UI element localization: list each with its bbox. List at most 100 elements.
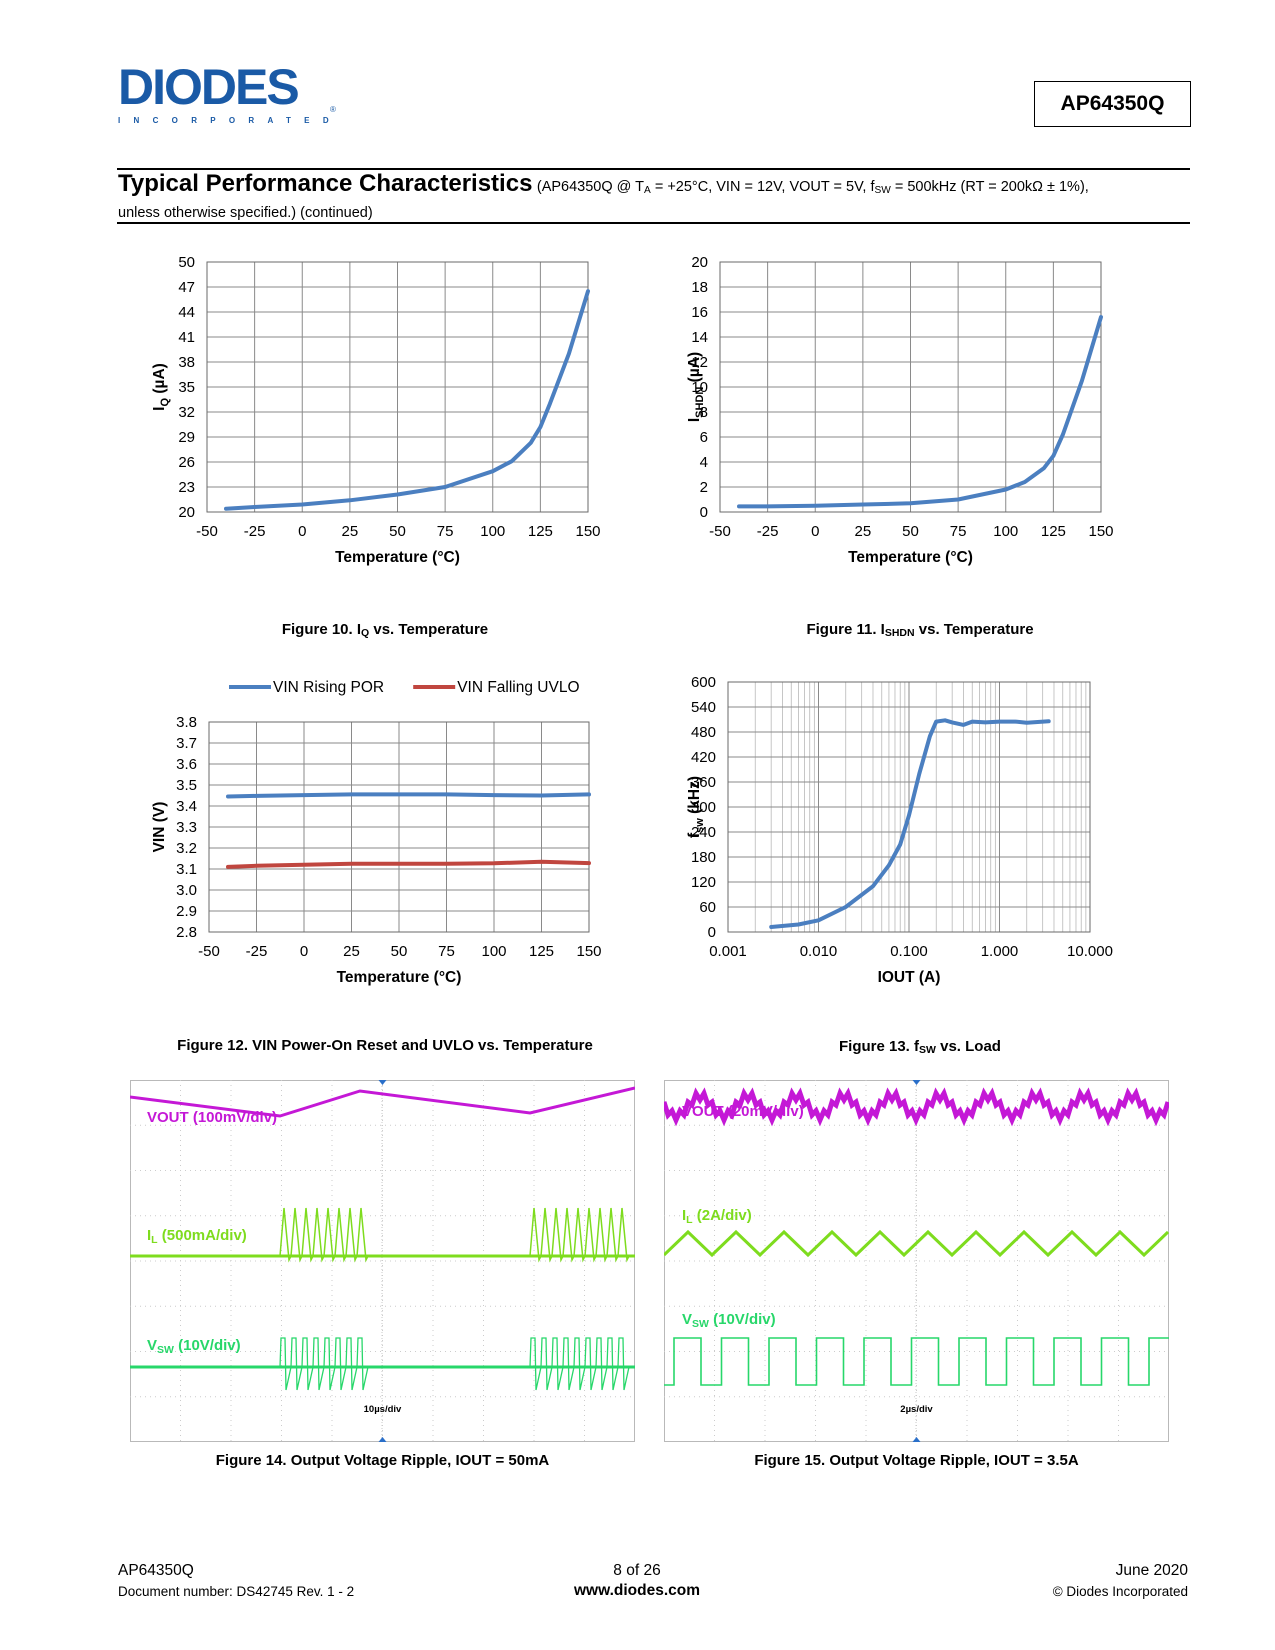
x-tick-label: 150 <box>575 523 600 540</box>
x-axis-label: Temperature (°C) <box>848 549 973 566</box>
x-tick-label: 0.001 <box>709 943 747 960</box>
trigger-marker-bottom <box>378 1437 387 1442</box>
x-tick-label: 75 <box>950 523 967 540</box>
header-rule-bottom <box>117 222 1190 224</box>
y-tick-label: 41 <box>178 329 195 346</box>
x-tick-label: -25 <box>757 523 779 540</box>
vout-label: VOUT (20mV/div) <box>682 1103 804 1120</box>
y-tick-label: 120 <box>691 874 716 891</box>
x-tick-label: 1.000 <box>981 943 1019 960</box>
y-tick-label: 26 <box>178 454 195 471</box>
plot-frame <box>727 681 1091 933</box>
company-logo-subtext: INCORPORATED <box>118 116 342 125</box>
figure-12-caption: Figure 12. VIN Power-On Reset and UVLO v… <box>177 1037 593 1054</box>
y-tick-label: 4 <box>700 454 708 471</box>
vout-trace <box>664 1087 1169 1127</box>
y-tick-label: 10 <box>691 379 708 396</box>
y-tick-label: 3.8 <box>176 714 197 731</box>
x-tick-label: 0 <box>298 523 306 540</box>
y-tick-label: 3.4 <box>176 798 197 815</box>
series-line <box>226 792 591 799</box>
x-tick-label: 150 <box>576 943 601 960</box>
y-tick-label: 3.3 <box>176 819 197 836</box>
series-line <box>769 718 1051 929</box>
y-tick-label: 360 <box>691 774 716 791</box>
y-tick-label: 0 <box>700 504 708 521</box>
part-number-box: AP64350Q <box>1034 81 1191 127</box>
y-tick-label: 3.1 <box>176 861 197 878</box>
y-axis-label: IQ (µA) <box>151 363 171 411</box>
x-tick-label: 125 <box>1041 523 1066 540</box>
plot-frame <box>206 261 589 513</box>
registered-mark: ® <box>330 105 336 114</box>
x-tick-label: -50 <box>198 943 220 960</box>
y-tick-label: 480 <box>691 724 716 741</box>
scope-capture-3p5a: VOUT (20mV/div) IL (2A/div) VSW (10V/div) 2… <box>664 1080 1169 1442</box>
x-axis-label: Temperature (°C) <box>337 969 462 986</box>
y-tick-label: 6 <box>700 429 708 446</box>
x-tick-label: 0.010 <box>800 943 838 960</box>
x-axis-label: IOUT (A) <box>878 969 941 986</box>
y-tick-label: 20 <box>178 504 195 521</box>
switch-node-trace <box>130 1337 635 1391</box>
timebase-label: 10µs/div <box>364 1404 402 1415</box>
inductor-current-trace <box>664 1229 1169 1258</box>
footer-document-number: Document number: DS42745 Rev. 1 - 2 <box>118 1584 355 1599</box>
section-conditions-line2: unless otherwise specified.) (continued) <box>118 205 373 221</box>
y-tick-label: 44 <box>178 304 195 321</box>
series-line <box>224 289 590 511</box>
inductor-current-label: IL (500mA/div) <box>147 1227 247 1246</box>
x-tick-label: 100 <box>480 523 505 540</box>
y-tick-label: 32 <box>178 404 195 421</box>
y-axis-label: fsw (kHz) <box>686 776 706 838</box>
y-tick-label: 3.7 <box>176 735 197 752</box>
y-tick-label: 2 <box>700 479 708 496</box>
section-title-text: Typical Performance Characteristics <box>118 170 533 197</box>
vout-trace <box>130 1086 635 1118</box>
y-tick-label: 60 <box>699 899 716 916</box>
y-tick-label: 20 <box>691 255 708 271</box>
y-tick-label: 8 <box>700 404 708 421</box>
y-tick-label: 47 <box>178 279 195 296</box>
inductor-current-trace <box>130 1207 635 1263</box>
y-tick-label: 23 <box>178 479 195 496</box>
figure-11-caption: Figure 11. ISHDN vs. Temperature <box>806 621 1034 639</box>
x-tick-label: 100 <box>993 523 1018 540</box>
footer-copyright: © Diodes Incorporated <box>1052 1584 1188 1599</box>
y-tick-label: 3.6 <box>176 756 197 773</box>
trigger-marker-top <box>912 1080 921 1085</box>
y-tick-label: 3.2 <box>176 840 197 857</box>
y-tick-label: 240 <box>691 824 716 841</box>
chart-iq-vs-temperature: -50 -25 0 25 50 75 100 125 150 20 23 26 29 32 35 38 41 44… <box>151 255 601 566</box>
chart-ishdn-vs-temperature: -50 -25 0 25 50 75 100 125 150 0 2 4 6 8 10 12 14 16 18 20 T… <box>686 255 1114 566</box>
x-tick-label: 10.000 <box>1067 943 1113 960</box>
trigger-marker-bottom <box>912 1437 921 1442</box>
x-tick-label: -25 <box>246 943 268 960</box>
x-tick-label: 25 <box>343 943 360 960</box>
y-tick-label: 12 <box>691 354 708 371</box>
switch-node-trace <box>664 1337 1169 1386</box>
y-tick-label: 600 <box>691 675 716 691</box>
footer-website[interactable]: www.diodes.com <box>573 1582 701 1599</box>
figure-13-caption: Figure 13. fSW vs. Load <box>839 1038 1001 1056</box>
plot-frame <box>719 261 1102 513</box>
section-conditions: (AP64350Q @ TA = +25°C, VIN = 12V, VOUT … <box>536 179 1089 196</box>
x-tick-label: 50 <box>391 943 408 960</box>
x-tick-label: 50 <box>902 523 919 540</box>
x-tick-label: 125 <box>528 523 553 540</box>
x-tick-label: -50 <box>709 523 731 540</box>
y-tick-label: 16 <box>691 304 708 321</box>
x-tick-label: 125 <box>529 943 554 960</box>
timebase-label: 2µs/div <box>900 1404 933 1415</box>
y-tick-label: 420 <box>691 749 716 766</box>
header-rule-top <box>117 168 1190 170</box>
series-line <box>226 859 591 869</box>
y-tick-label: 50 <box>178 255 195 271</box>
x-tick-label: 50 <box>389 523 406 540</box>
x-tick-label: 75 <box>438 943 455 960</box>
y-tick-label: 3.0 <box>176 882 197 899</box>
x-tick-label: 75 <box>437 523 454 540</box>
y-tick-label: 2.8 <box>176 924 197 941</box>
inductor-current-label: IL (2A/div) <box>682 1207 752 1226</box>
vout-label: VOUT (100mV/div) <box>147 1109 277 1126</box>
